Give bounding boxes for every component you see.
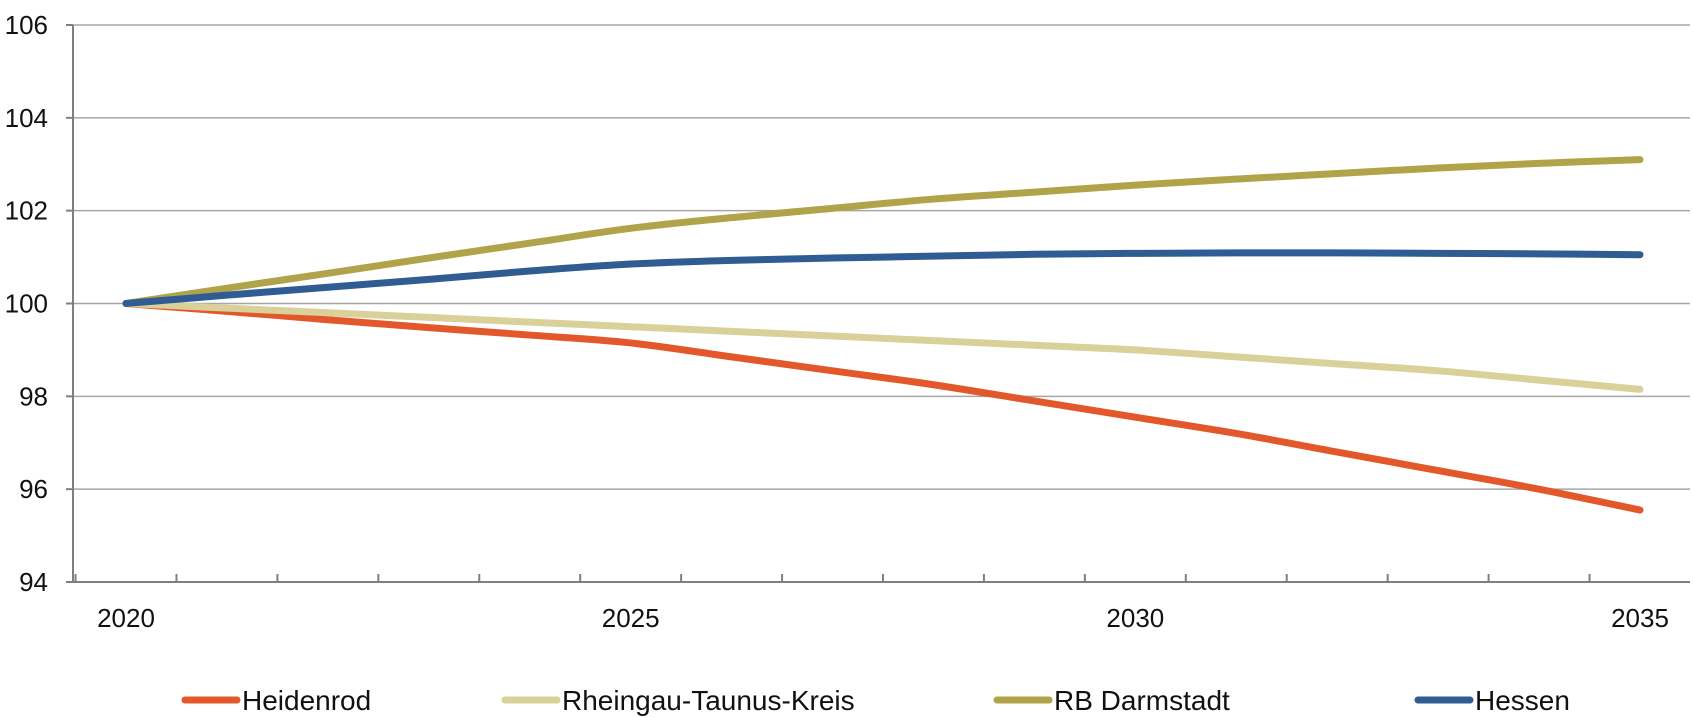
grid: [73, 24, 1690, 490]
x-tick-label: 2035: [1611, 603, 1669, 633]
y-tick-label: 96: [19, 474, 48, 504]
y-tick-label: 106: [5, 10, 48, 40]
y-tick-label: 102: [5, 196, 48, 226]
series-line-rheingau-taunus-kreis: [122, 300, 1644, 393]
legend-label: Hessen: [1475, 685, 1570, 716]
series-line-hessen: [122, 249, 1644, 307]
y-tick-label: 100: [5, 289, 48, 319]
y-tick-label: 94: [19, 567, 48, 597]
axes: 94 96 98 100 102 104 106 2020 2025 2030 2035: [5, 10, 1690, 633]
x-tick-label: 2020: [97, 603, 155, 633]
series-line-heidenrod: [122, 300, 1644, 514]
series-line-rb-darmstadt: [122, 156, 1644, 307]
x-tick-label: 2025: [602, 603, 660, 633]
series-lines: [122, 156, 1644, 514]
legend: Heidenrod Rheingau-Taunus-Kreis RB Darmsta…: [181, 685, 1570, 716]
y-tick-label: 98: [19, 381, 48, 411]
legend-label: RB Darmstadt: [1054, 685, 1230, 716]
legend-item-hessen: Hessen: [1414, 685, 1570, 716]
legend-item-rheingau-taunus-kreis: Rheingau-Taunus-Kreis: [501, 685, 855, 716]
legend-label: Heidenrod: [242, 685, 371, 716]
legend-item-rb-darmstadt: RB Darmstadt: [993, 685, 1230, 716]
x-tick-label: 2030: [1106, 603, 1164, 633]
legend-item-heidenrod: Heidenrod: [181, 685, 371, 716]
legend-label: Rheingau-Taunus-Kreis: [562, 685, 855, 716]
y-tick-label: 104: [5, 103, 48, 133]
